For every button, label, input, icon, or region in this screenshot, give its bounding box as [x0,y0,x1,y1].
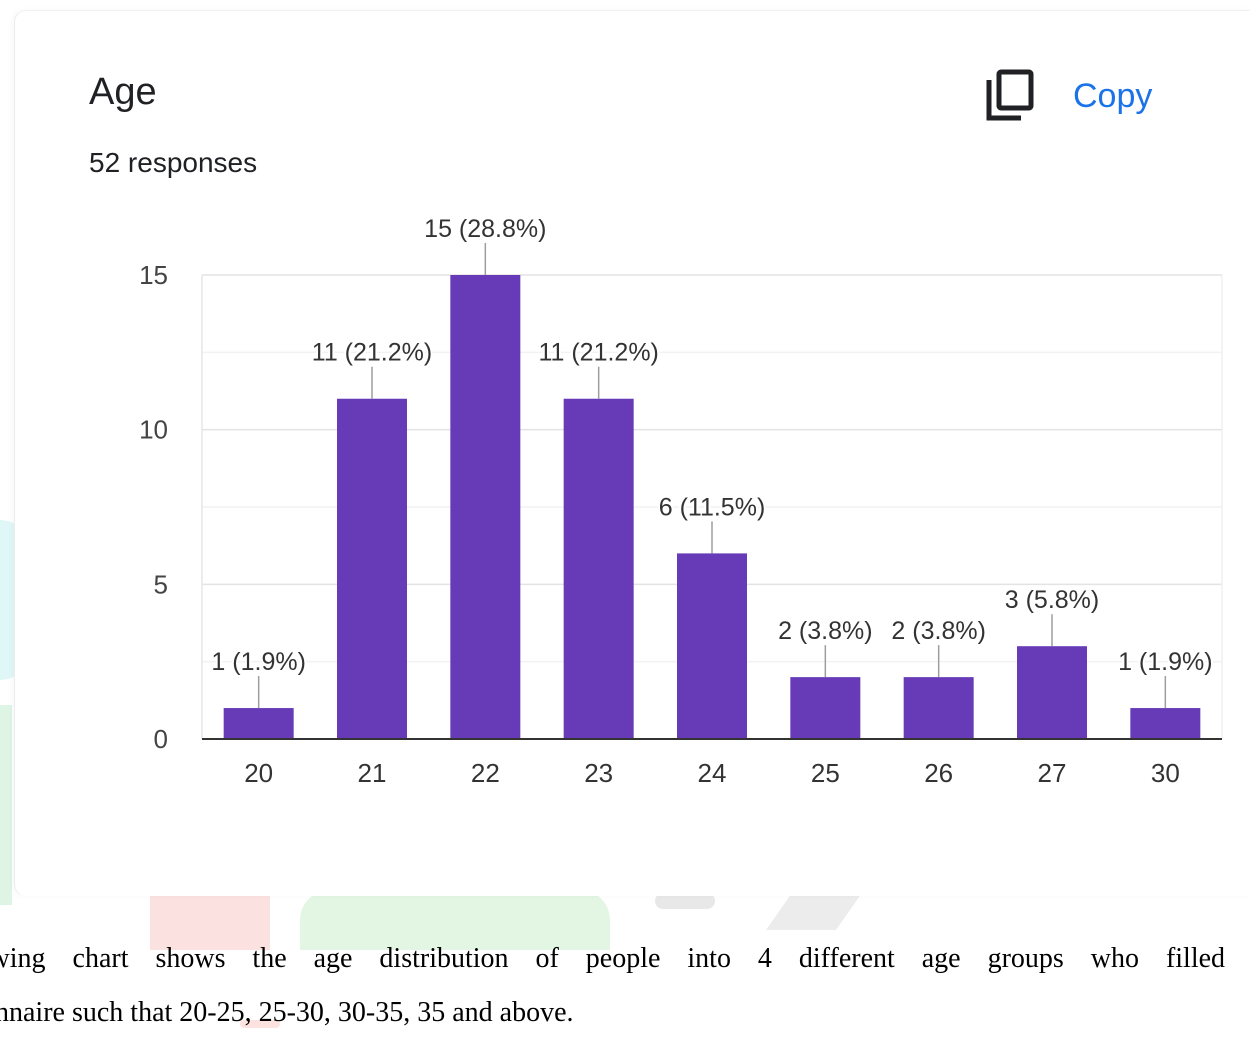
y-tick-label: 10 [139,415,168,445]
watermark-grey-slash [765,890,865,930]
x-tick-label: 30 [1151,758,1180,788]
x-tick-label: 24 [698,758,727,788]
copy-label: Copy [1073,76,1153,115]
data-label: 3 (5.8%) [1005,586,1099,614]
chart-caption: llowing chart shows the age distribution… [0,932,1250,1040]
question-title: Age [89,71,157,113]
bar-22 [450,275,521,739]
bar-27 [1017,646,1087,739]
copy-chart-button[interactable]: Copy [981,61,1211,131]
watermark-green-shape [300,890,610,950]
bar-23 [563,398,634,739]
y-tick-label: 5 [154,569,168,599]
watermark-grey-shape [655,893,715,909]
response-count: 52 responses [89,147,258,178]
copy-icon [986,69,1034,121]
bar-24 [677,553,747,739]
x-tick-label: 23 [584,758,613,788]
data-label: 1 (1.9%) [211,648,305,676]
x-tick-label: 21 [358,758,387,788]
bar-26 [903,677,974,739]
x-tick-label: 27 [1038,758,1067,788]
age-bar-chart: 1 (1.9%) 11 (21.2%) 15 (28.8%) 11 (21.2%) 6 … [139,213,1223,788]
bar-30 [1130,708,1201,739]
x-tick-label: 26 [924,758,953,788]
x-tick-label: 25 [811,758,840,788]
x-tick-label: 20 [244,758,273,788]
data-label: 1 (1.9%) [1118,648,1212,676]
caption-line-1: llowing chart shows the age distribution… [0,943,1250,974]
x-tick-label: 22 [471,758,500,788]
data-label: 15 (28.8%) [424,215,546,243]
watermark-pink-shape [240,1020,280,1028]
y-tick-label: 0 [154,724,168,754]
bar-20 [223,708,294,739]
data-label: 6 (11.5%) [659,493,766,521]
data-label: 11 (21.2%) [312,339,432,367]
watermark-mint-shape [0,705,12,905]
data-label: 2 (3.8%) [778,617,872,645]
caption-line-2: nnaire such that 20-25, 25-30, 30-35, 35… [0,997,574,1028]
data-label: 11 (21.2%) [538,339,658,367]
bar-25 [790,677,861,739]
data-label: 2 (3.8%) [891,617,985,645]
bar-21 [337,398,407,739]
y-tick-label: 15 [139,260,168,290]
